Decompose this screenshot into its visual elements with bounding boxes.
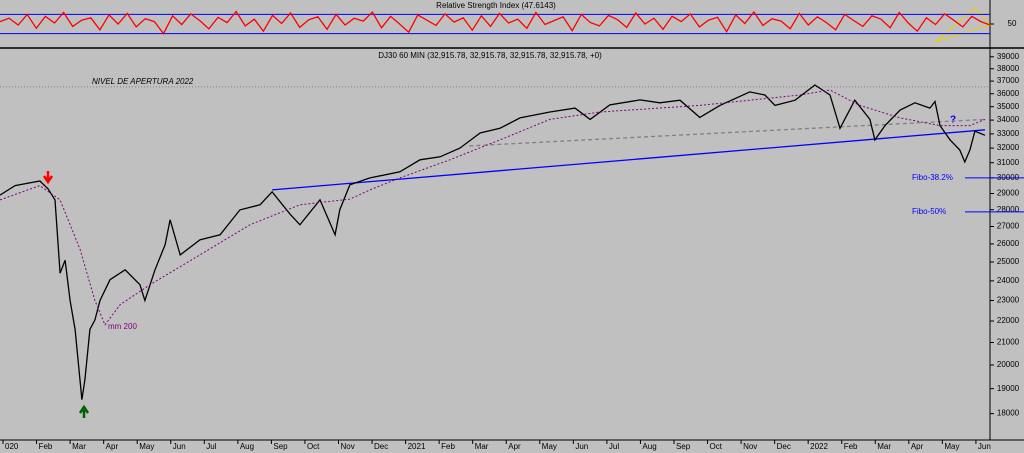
x-tick-label: Feb <box>844 442 858 451</box>
rsi-tick-label: 50 <box>1008 19 1017 28</box>
x-tick-label: Mar <box>475 442 489 451</box>
x-tick-label: May <box>944 442 959 451</box>
y-tick-label: 37000 <box>997 76 1020 85</box>
x-tick-label: Jul <box>206 442 216 451</box>
peak-arrow <box>42 171 54 185</box>
question-mark: ? <box>950 115 956 126</box>
y-tick-label: 28000 <box>997 205 1020 214</box>
y-tick-label: 38000 <box>997 64 1020 73</box>
trend-line <box>469 118 986 147</box>
x-tick-label: Oct <box>307 442 320 451</box>
y-tick-label: 23000 <box>997 296 1020 305</box>
y-tick-label: 22000 <box>997 316 1020 325</box>
y-tick-label: 36000 <box>997 89 1020 98</box>
x-tick-label: Nov <box>340 442 354 451</box>
y-tick-label: 35000 <box>997 102 1020 111</box>
x-tick-label: Sep <box>676 442 691 451</box>
x-tick-label: Nov <box>743 442 757 451</box>
y-tick-label: 34000 <box>997 115 1020 124</box>
y-tick-label: 32000 <box>997 143 1020 152</box>
x-tick-label: Mar <box>877 442 891 451</box>
x-tick-label: Sep <box>273 442 288 451</box>
x-tick-label: Apr <box>911 442 924 451</box>
x-tick-label: Jun <box>978 442 991 451</box>
rsi-title: Relative Strength Index (47.6143) <box>436 1 556 10</box>
x-tick-label: 2022 <box>810 442 828 451</box>
y-tick-label: 19000 <box>997 384 1020 393</box>
level-label: Fibo-38.2% <box>912 173 953 182</box>
y-tick-label: 18000 <box>997 409 1020 418</box>
y-tick-label: 29000 <box>997 189 1020 198</box>
x-tick-label: Feb <box>441 442 455 451</box>
level-label: NIVEL DE APERTURA 2022 <box>92 77 194 86</box>
x-tick-label: Mar <box>72 442 86 451</box>
x-tick-label: Jul <box>609 442 619 451</box>
series-line <box>0 10 991 35</box>
y-tick-label: 24000 <box>997 276 1020 285</box>
level-label: Fibo-50% <box>912 207 946 216</box>
x-tick-label: Aug <box>642 442 656 451</box>
y-tick-label: 20000 <box>997 360 1020 369</box>
ma-label: mm 200 <box>108 322 137 331</box>
x-tick-label: Dec <box>777 442 791 451</box>
x-tick-label: Oct <box>710 442 723 451</box>
x-tick-label: Apr <box>106 442 119 451</box>
x-tick-label: 020 <box>5 442 19 451</box>
y-tick-label: 21000 <box>997 338 1020 347</box>
x-tick-label: May <box>542 442 557 451</box>
series-line <box>0 84 986 400</box>
y-tick-label: 25000 <box>997 257 1020 266</box>
x-tick-label: Jun <box>173 442 186 451</box>
x-tick-label: Dec <box>374 442 388 451</box>
x-tick-label: Jun <box>575 442 588 451</box>
y-tick-label: 39000 <box>997 52 1020 61</box>
price-title: DJ30 60 MIN (32,915.78, 32,915.78, 32,91… <box>378 51 602 60</box>
series-line <box>0 89 986 326</box>
x-tick-label: May <box>139 442 154 451</box>
x-tick-label: Feb <box>39 442 53 451</box>
bottom-arrow <box>78 404 90 418</box>
x-tick-label: 2021 <box>408 442 426 451</box>
y-tick-label: 27000 <box>997 222 1020 231</box>
trend-line <box>272 129 986 191</box>
x-tick-label: Apr <box>508 442 521 451</box>
y-tick-label: 33000 <box>997 129 1020 138</box>
y-tick-label: 31000 <box>997 158 1020 167</box>
x-tick-label: Aug <box>240 442 254 451</box>
y-tick-label: 26000 <box>997 239 1020 248</box>
